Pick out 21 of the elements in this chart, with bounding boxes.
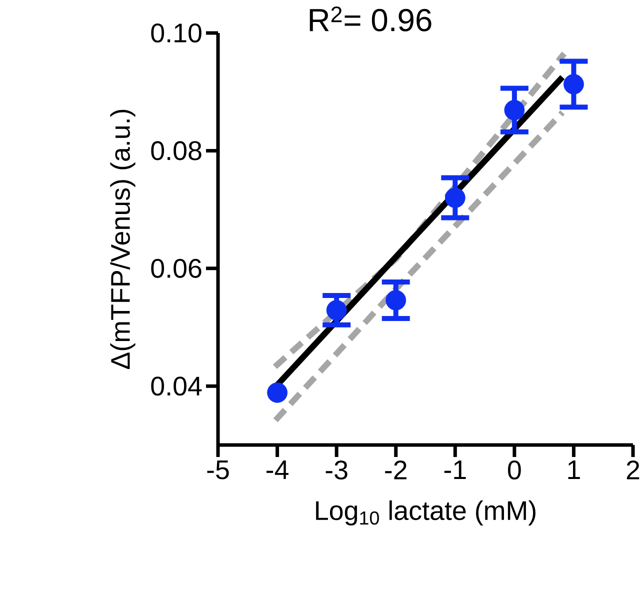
point <box>326 300 347 320</box>
x-axis-title: Log$_{10}$ lactate (mM) <box>316 500 536 526</box>
x-tick-label: 1 <box>568 460 580 480</box>
x-tick-label: -1 <box>444 460 466 480</box>
y-axis-title: Δ(mTFP/Venus) (a.u.) <box>110 110 136 369</box>
point <box>504 100 525 120</box>
x-tick-label: -2 <box>385 460 406 480</box>
point <box>564 74 584 94</box>
point <box>386 290 406 310</box>
x-tick-label: -4 <box>266 460 288 480</box>
text: R$^{2}$= 0.96 <box>310 6 432 32</box>
x-tick-label: 2 <box>626 460 640 480</box>
point <box>444 188 466 208</box>
y-tick-label: 0.06 <box>151 258 202 278</box>
y-tick-label: 0.10 <box>151 23 202 43</box>
x-tick-label: -3 <box>326 460 348 480</box>
y-tick-label: 0.04 <box>151 376 202 396</box>
x-tick-label: -5 <box>207 460 229 480</box>
x-tick-label: 0 <box>508 460 521 480</box>
y-tick-label: 0.08 <box>151 141 202 160</box>
point <box>267 382 288 403</box>
